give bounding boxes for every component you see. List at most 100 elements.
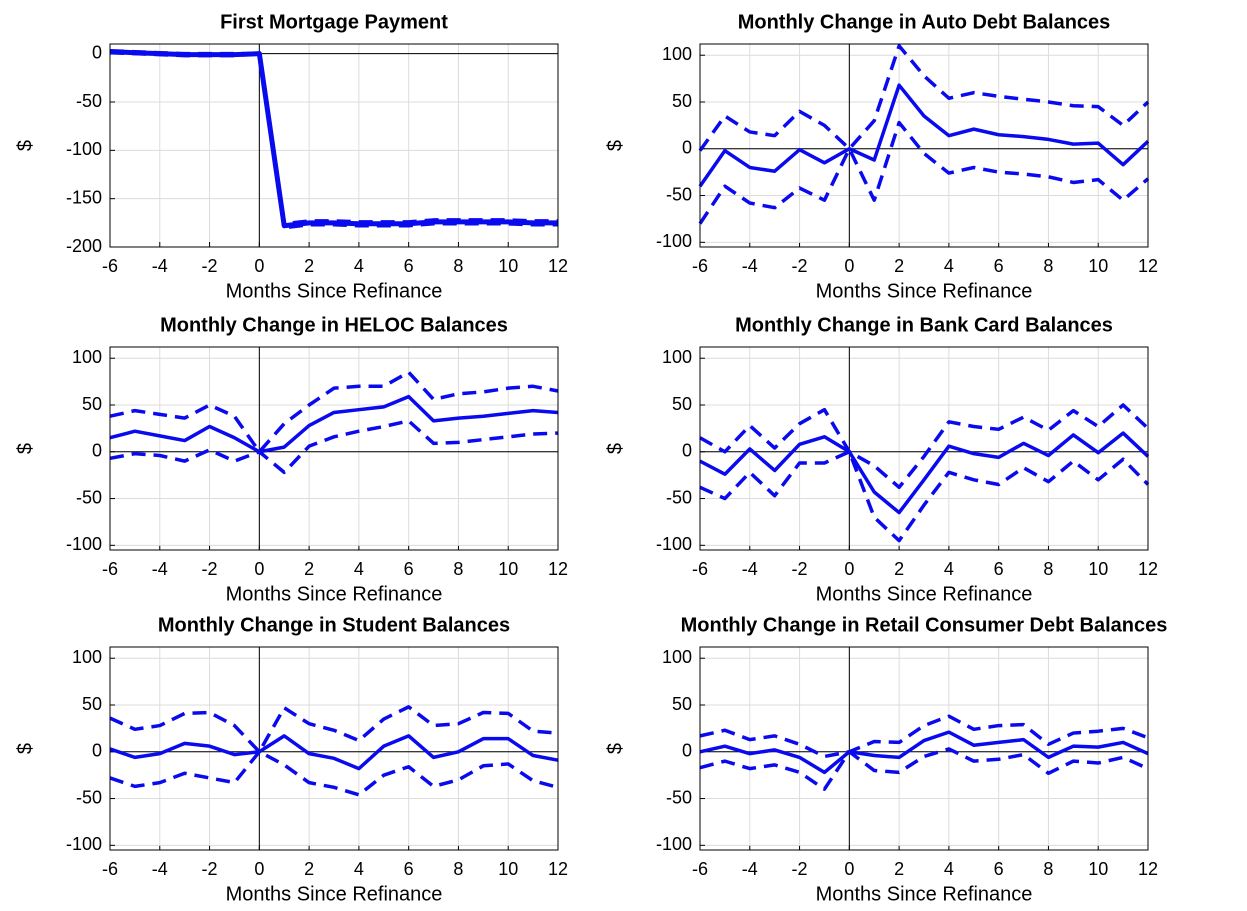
x-tick-label: 0 bbox=[844, 559, 854, 579]
x-axis-label: Months Since Refinance bbox=[816, 280, 1033, 302]
x-tick-label: -4 bbox=[742, 559, 758, 579]
x-tick-label: -2 bbox=[792, 559, 808, 579]
band-line bbox=[699, 450, 1150, 543]
x-tick-label: 10 bbox=[1088, 256, 1108, 276]
x-tick-label: 8 bbox=[1043, 859, 1053, 879]
x-tick-label: -2 bbox=[202, 859, 218, 879]
band-line bbox=[699, 714, 1149, 759]
y-tick-label: 100 bbox=[662, 647, 692, 667]
x-axis-label: Months Since Refinance bbox=[816, 583, 1033, 605]
y-tick-label: -50 bbox=[666, 487, 692, 507]
x-tick-label: -2 bbox=[202, 256, 218, 276]
x-axis-label: Months Since Refinance bbox=[816, 883, 1033, 905]
band-line bbox=[109, 370, 559, 454]
y-tick-label: -100 bbox=[656, 834, 692, 854]
x-tick-label: 2 bbox=[304, 859, 314, 879]
band-line bbox=[109, 705, 559, 754]
plot-area bbox=[110, 44, 558, 247]
x-tick-label: 2 bbox=[894, 559, 904, 579]
chart-title: Monthly Change in Retail Consumer Debt B… bbox=[681, 614, 1168, 636]
y-tick-label: 100 bbox=[662, 347, 692, 367]
x-tick-label: 4 bbox=[944, 559, 954, 579]
x-tick-label: 4 bbox=[944, 859, 954, 879]
y-tick-label: 100 bbox=[72, 647, 102, 667]
y-tick-label: 0 bbox=[92, 441, 102, 461]
x-tick-label: 12 bbox=[1138, 559, 1158, 579]
y-tick-label: -200 bbox=[66, 236, 102, 256]
x-tick-label: 8 bbox=[453, 559, 463, 579]
band-line bbox=[109, 49, 558, 226]
x-tick-label: -4 bbox=[152, 859, 168, 879]
panel: -6 -4 -2 0 2 4 6 8 10 12 -100 -50 0 50 100 Monthly Chan… bbox=[604, 614, 1167, 905]
band-line bbox=[699, 747, 1149, 791]
x-tick-label: -6 bbox=[692, 256, 708, 276]
x-tick-label: 12 bbox=[548, 859, 568, 879]
panel: -6 -4 -2 0 2 4 6 8 10 12 -100 -50 0 50 100 Monthly Chan… bbox=[604, 11, 1158, 302]
band-line bbox=[109, 50, 558, 230]
x-tick-label: -4 bbox=[742, 256, 758, 276]
x-tick-label: -2 bbox=[202, 559, 218, 579]
y-tick-label: 50 bbox=[82, 694, 102, 714]
y-tick-label: -50 bbox=[666, 787, 692, 807]
x-tick-label: 10 bbox=[498, 859, 518, 879]
x-tick-label: 6 bbox=[994, 559, 1004, 579]
y-tick-label: -50 bbox=[76, 487, 102, 507]
y-tick-label: 50 bbox=[672, 394, 692, 414]
panel: -6 -4 -2 0 2 4 6 8 10 12 -100 -50 0 50 100 Monthly Chan… bbox=[604, 314, 1158, 605]
plot-area bbox=[110, 647, 558, 850]
plot-area bbox=[110, 347, 558, 550]
y-axis-label: $ bbox=[604, 443, 626, 454]
axes-box bbox=[109, 646, 559, 851]
x-axis-label: Months Since Refinance bbox=[226, 280, 443, 302]
x-tick-label: -4 bbox=[152, 559, 168, 579]
x-tick-label: 4 bbox=[944, 256, 954, 276]
band-line bbox=[109, 750, 559, 797]
y-tick-label: 100 bbox=[662, 44, 692, 64]
x-tick-label: 8 bbox=[453, 859, 463, 879]
x-tick-label: 6 bbox=[404, 559, 414, 579]
y-tick-label: 0 bbox=[682, 138, 692, 158]
axes-box bbox=[109, 43, 559, 248]
x-tick-label: 0 bbox=[254, 859, 264, 879]
x-tick-label: -6 bbox=[692, 859, 708, 879]
y-tick-label: 50 bbox=[672, 694, 692, 714]
x-tick-label: 0 bbox=[844, 256, 854, 276]
mean-line bbox=[699, 730, 1149, 775]
panel: -6 -4 -2 0 2 4 6 8 10 12 -100 -50 0 50 100 Monthly Chan… bbox=[14, 614, 568, 905]
y-axis-label: $ bbox=[14, 743, 36, 754]
x-tick-label: 4 bbox=[354, 859, 364, 879]
x-tick-label: 0 bbox=[254, 256, 264, 276]
y-tick-label: -100 bbox=[656, 231, 692, 251]
mean-line bbox=[109, 734, 559, 771]
y-tick-label: -150 bbox=[66, 187, 102, 207]
y-axis-label: $ bbox=[604, 743, 626, 754]
x-tick-label: 2 bbox=[304, 256, 314, 276]
x-tick-label: 6 bbox=[404, 859, 414, 879]
y-tick-label: -50 bbox=[666, 184, 692, 204]
y-tick-label: -50 bbox=[76, 787, 102, 807]
plot-area bbox=[700, 347, 1148, 550]
x-tick-label: 6 bbox=[404, 256, 414, 276]
x-tick-label: 0 bbox=[844, 859, 854, 879]
y-axis-label: $ bbox=[14, 140, 36, 151]
y-tick-label: 0 bbox=[92, 42, 102, 62]
chart-title: First Mortgage Payment bbox=[220, 11, 448, 33]
y-axis-label: $ bbox=[14, 443, 36, 454]
mean-line bbox=[699, 431, 1150, 515]
axes-box bbox=[699, 646, 1149, 851]
x-tick-label: 6 bbox=[994, 859, 1004, 879]
y-tick-label: -100 bbox=[656, 534, 692, 554]
y-tick-label: -50 bbox=[76, 91, 102, 111]
x-tick-label: 10 bbox=[1088, 559, 1108, 579]
x-tick-label: 8 bbox=[453, 256, 463, 276]
panel: -6 -4 -2 0 2 4 6 8 10 12 -200 -150 -100 -50 0 First Mor… bbox=[14, 11, 568, 302]
y-tick-label: 0 bbox=[682, 441, 692, 461]
y-axis-label: $ bbox=[604, 140, 626, 151]
band-line bbox=[699, 403, 1150, 490]
x-axis-label: Months Since Refinance bbox=[226, 583, 443, 605]
x-tick-label: 6 bbox=[994, 256, 1004, 276]
x-tick-label: -6 bbox=[102, 859, 118, 879]
x-tick-label: 8 bbox=[1043, 256, 1053, 276]
